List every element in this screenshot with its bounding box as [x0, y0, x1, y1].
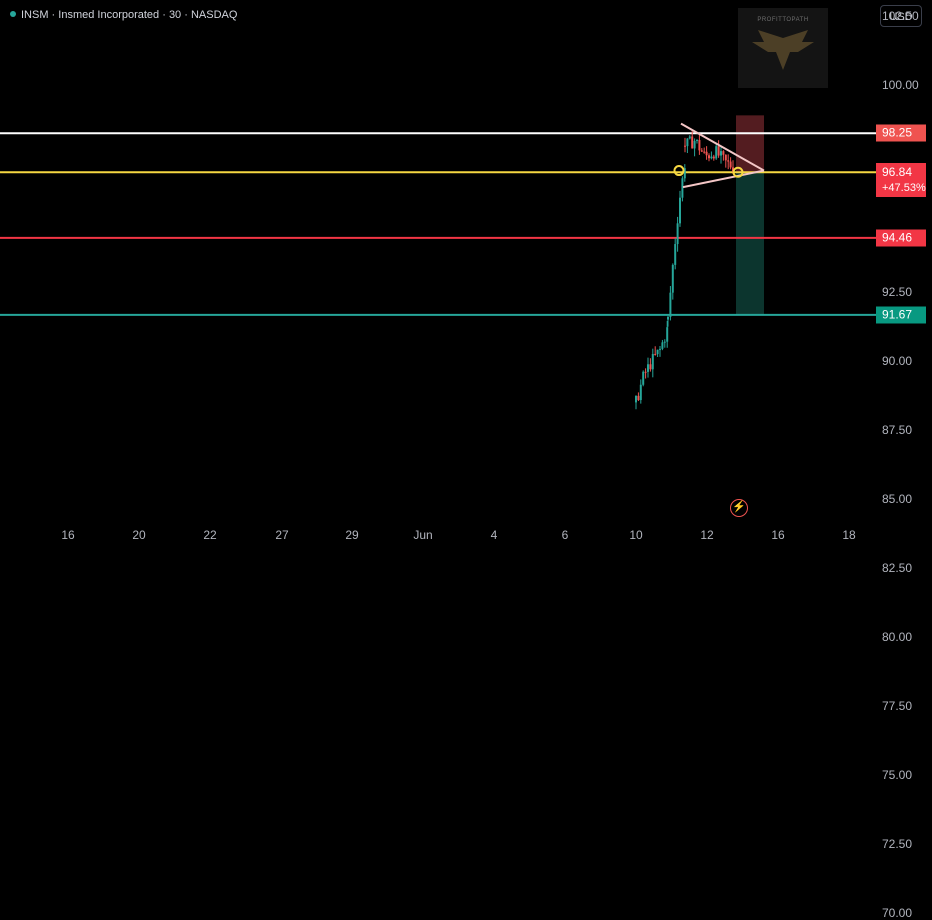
eagle-icon [752, 30, 814, 70]
time-tick: Jun [413, 528, 433, 542]
price-tick: 100.00 [882, 78, 919, 92]
lightning-icon[interactable]: ⚡ [730, 499, 748, 517]
current-price-change: +47.53% [882, 182, 926, 195]
candle [724, 154, 727, 168]
candle [661, 339, 664, 351]
target-zone [736, 172, 764, 315]
candle [642, 370, 645, 387]
price-tick: 92.50 [882, 285, 913, 299]
time-tick: 22 [203, 528, 217, 542]
current-price-value: 96.84 [882, 165, 913, 180]
candle [729, 157, 732, 170]
candle [710, 151, 713, 160]
entry-marker [732, 166, 744, 178]
candle [671, 263, 674, 300]
candle [698, 134, 701, 155]
candle [715, 142, 718, 160]
time-tick: 20 [132, 528, 146, 542]
candle [676, 216, 679, 252]
candle [684, 137, 686, 153]
candle [688, 135, 691, 140]
time-tick: 27 [275, 528, 289, 542]
current-price-label: 96.84 +47.53% [876, 163, 926, 198]
candle [667, 315, 669, 327]
price-label-98-25: 98.25 [876, 124, 926, 142]
candle [686, 138, 689, 154]
candle [717, 140, 720, 158]
market-status-icon [10, 11, 16, 17]
triangle-upper-line [680, 122, 765, 172]
candle [720, 147, 722, 164]
candle [659, 346, 661, 357]
time-tick: 16 [61, 528, 75, 542]
candle [708, 153, 710, 162]
price-tick: 90.00 [882, 354, 913, 368]
time-tick: 10 [629, 528, 643, 542]
watermark-logo: PROFITTOPATH [738, 8, 828, 88]
price-chart[interactable] [0, 0, 932, 550]
candle [674, 238, 677, 270]
candle [691, 129, 694, 149]
candle [727, 154, 730, 170]
time-tick: 4 [490, 528, 498, 542]
symbol-title-text: INSM · Insmed Incorporated · 30 · NASDAQ [21, 9, 238, 21]
time-tick: 18 [842, 528, 856, 542]
time-tick: 6 [561, 528, 569, 542]
candle [666, 320, 669, 348]
candle [700, 148, 703, 153]
time-tick: 16 [771, 528, 785, 542]
time-tick: 29 [345, 528, 359, 542]
candle [681, 176, 684, 202]
candle [722, 150, 725, 161]
candle [651, 348, 654, 378]
candle [703, 147, 706, 154]
price-tick: 102.50 [882, 9, 919, 23]
candle [637, 392, 640, 402]
candle [669, 286, 672, 321]
candle [663, 339, 666, 348]
price-label-91-67: 91.67 [876, 306, 926, 324]
candle [639, 379, 642, 404]
price-tick: 87.50 [882, 423, 913, 437]
price-tick: 82.50 [882, 561, 913, 575]
price-tick: 75.00 [882, 768, 913, 782]
candle [696, 139, 698, 144]
triangle-lower-line [682, 169, 765, 189]
time-tick: 12 [700, 528, 714, 542]
breakout-marker [673, 165, 685, 177]
price-tick: 77.50 [882, 699, 913, 713]
price-tick: 85.00 [882, 492, 913, 506]
candle [683, 164, 686, 182]
candle [679, 190, 681, 227]
candle [654, 346, 657, 356]
candle [635, 395, 637, 410]
candle [649, 358, 652, 372]
candle [705, 146, 708, 160]
price-label-94-46: 94.46 [876, 229, 926, 247]
candle [644, 368, 647, 379]
candle [647, 357, 649, 378]
currency-button[interactable]: USD [880, 5, 922, 27]
symbol-title[interactable]: INSM · Insmed Incorporated · 30 · NASDAQ [10, 9, 237, 21]
price-tick: 72.50 [882, 837, 913, 851]
candle [712, 154, 715, 161]
price-tick: 70.00 [882, 906, 913, 920]
candle [693, 138, 696, 157]
logo-text: PROFITTOPATH [757, 17, 809, 23]
candle [656, 349, 659, 357]
price-tick: 80.00 [882, 630, 913, 644]
